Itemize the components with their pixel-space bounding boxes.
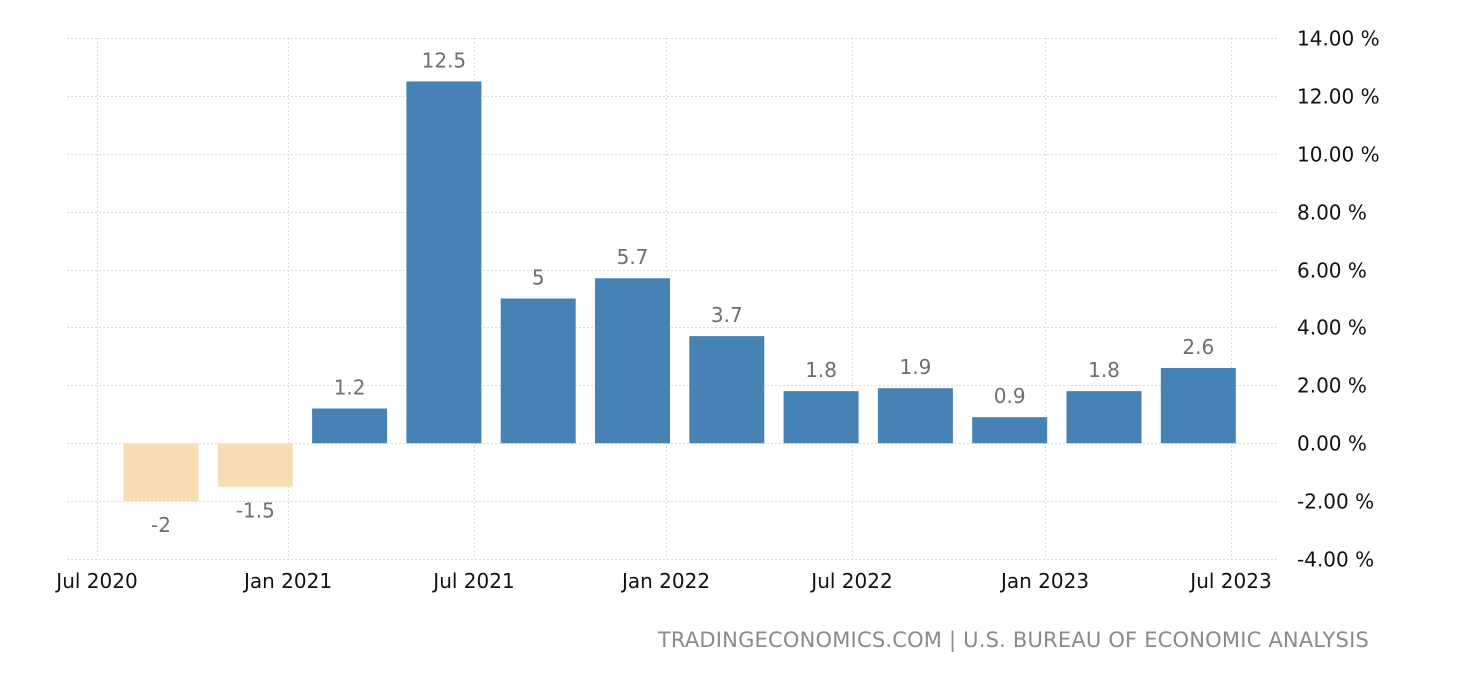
- data-label: 1.9: [899, 355, 931, 379]
- y-axis: 14.00 % 12.00 % 10.00 % 8.00 % 6.00 % 4.00 % 2…: [1297, 27, 1380, 572]
- y-tick-label: -2.00 %: [1297, 490, 1374, 514]
- bar: [972, 417, 1048, 444]
- bar: [1160, 367, 1236, 444]
- x-axis: Jul 2020 Jan 2021 Jul 2021 Jan 2022 Jul 2022…: [54, 569, 1271, 593]
- data-label: 5: [532, 266, 545, 290]
- x-tick-label: Jul 2022: [809, 569, 892, 593]
- data-label: 1.2: [334, 375, 366, 399]
- y-tick-label: 14.00 %: [1297, 27, 1380, 51]
- source-credit: TRADINGECONOMICS.COM | U.S. BUREAU OF EC…: [657, 628, 1369, 652]
- x-tick-label: Jan 2022: [620, 569, 710, 593]
- x-tick-label: Jan 2023: [999, 569, 1089, 593]
- data-label: 0.9: [994, 384, 1026, 408]
- x-tick-label: Jul 2023: [1188, 569, 1271, 593]
- y-tick-label: 10.00 %: [1297, 143, 1380, 167]
- data-label: -2: [151, 513, 171, 537]
- bar: [783, 391, 859, 444]
- bar: [123, 443, 199, 502]
- y-tick-label: 8.00 %: [1297, 201, 1367, 225]
- bars: [123, 81, 1236, 502]
- bar: [406, 81, 482, 444]
- y-tick-label: 6.00 %: [1297, 259, 1367, 283]
- bar: [312, 408, 388, 444]
- bar: [689, 336, 765, 444]
- data-label: 2.6: [1182, 335, 1214, 359]
- y-tick-label: 12.00 %: [1297, 85, 1380, 109]
- bar: [1066, 391, 1142, 444]
- y-tick-label: -4.00 %: [1297, 548, 1374, 572]
- y-tick-label: 2.00 %: [1297, 374, 1367, 398]
- bar: [217, 443, 293, 487]
- data-label: -1.5: [236, 499, 275, 523]
- bar: [595, 278, 670, 444]
- data-label: 1.8: [805, 358, 837, 382]
- bar: [500, 298, 576, 444]
- data-label: 3.7: [711, 303, 743, 327]
- y-tick-label: 4.00 %: [1297, 316, 1367, 340]
- data-labels: -2 -1.5 1.2 12.5 5 5.7 3.7 1.8 1.9 0.9 1.8 2.6: [151, 48, 1214, 537]
- data-label: 5.7: [617, 245, 649, 269]
- y-tick-label: 0.00 %: [1297, 432, 1367, 456]
- x-tick-label: Jan 2021: [242, 569, 332, 593]
- x-tick-label: Jul 2021: [431, 569, 514, 593]
- x-tick-label: Jul 2020: [54, 569, 137, 593]
- bar: [877, 388, 953, 444]
- data-label: 1.8: [1088, 358, 1120, 382]
- data-label: 12.5: [422, 48, 467, 72]
